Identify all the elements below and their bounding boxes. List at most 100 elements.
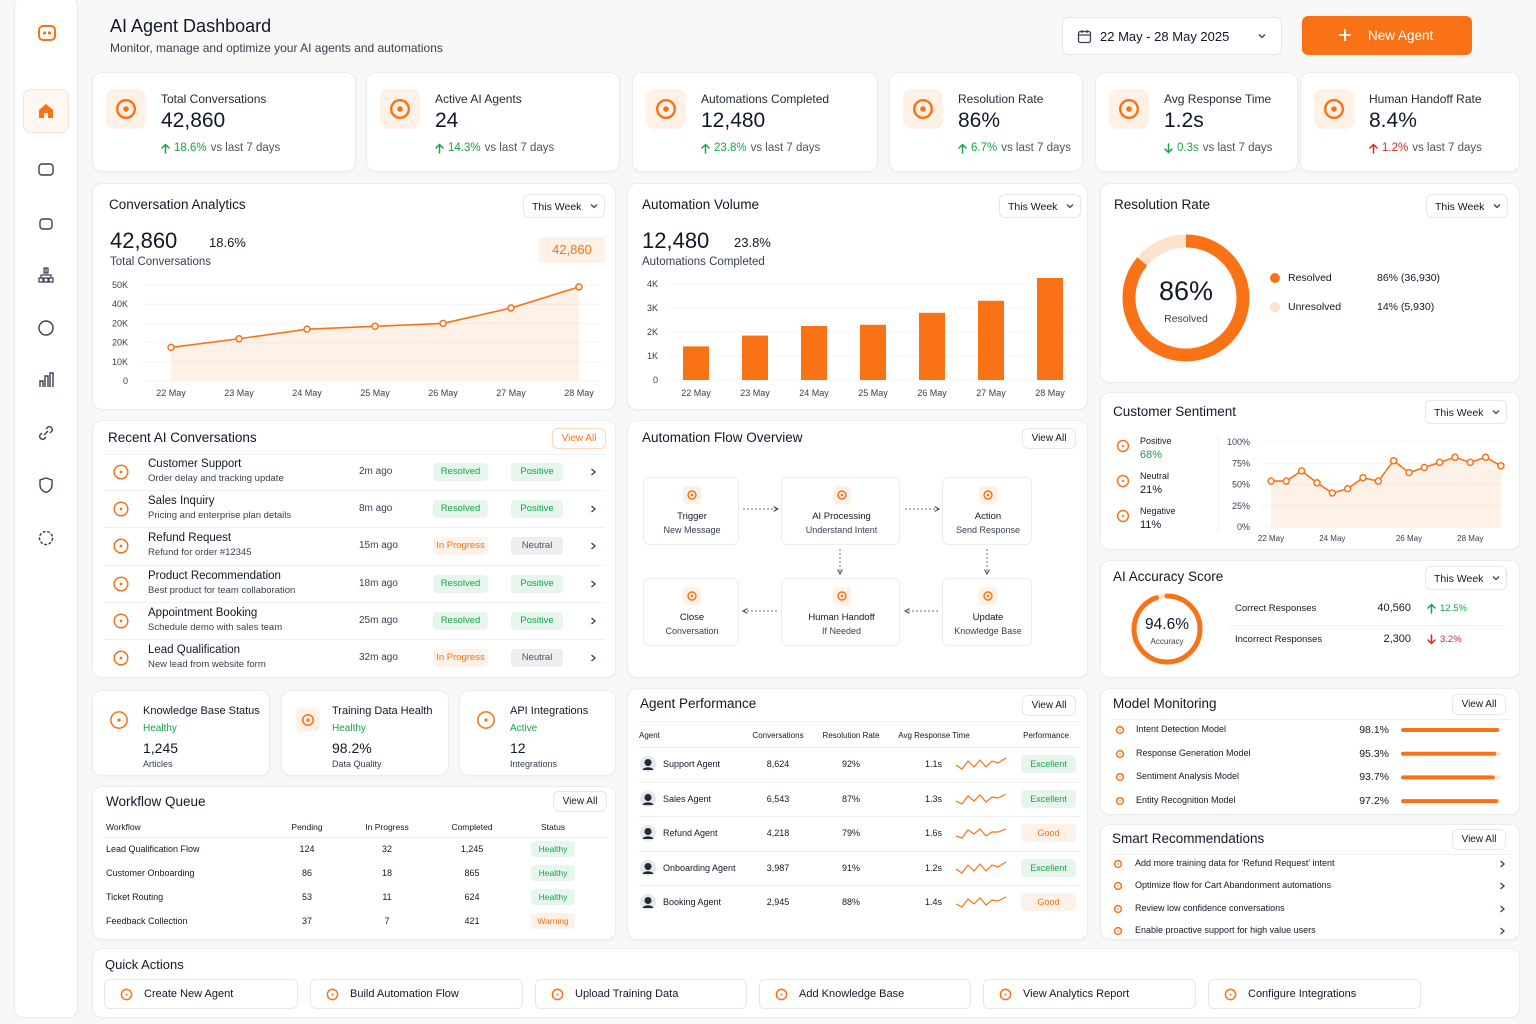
icon-glyph <box>1113 882 1123 891</box>
icon <box>1116 439 1130 453</box>
sparkline <box>955 896 1007 908</box>
table-cell: Refund Agent <box>663 828 718 838</box>
period-dropdown[interactable]: This Week <box>1425 566 1507 590</box>
point <box>575 283 583 291</box>
point <box>439 319 447 328</box>
bar <box>801 326 827 380</box>
quick-action-button[interactable]: Upload Training Data <box>535 979 747 1009</box>
nav-item[interactable] <box>37 424 55 442</box>
change-row: 12.5% <box>1427 603 1467 614</box>
view-all-button[interactable]: View All <box>553 791 607 812</box>
period-dropdown[interactable]: This Week <box>523 194 605 218</box>
status-pill: Good <box>1021 824 1076 842</box>
icon-dot <box>663 106 669 112</box>
nav-item[interactable] <box>37 476 55 494</box>
total-value: 42,860 <box>110 228 178 253</box>
separator <box>638 721 1079 722</box>
avatar-head <box>644 793 652 801</box>
x-tick-label: 28 May <box>1457 534 1483 543</box>
icon-glyph <box>1323 98 1345 120</box>
chevron-shape <box>591 505 596 513</box>
change-value: 18.6% <box>174 142 207 154</box>
table-cell: 6,543 <box>766 793 790 804</box>
quick-action-button[interactable]: Build Automation Flow <box>310 979 523 1009</box>
nav-active[interactable] <box>23 89 69 133</box>
point <box>1405 468 1413 477</box>
view-all-button[interactable]: View All <box>1452 829 1506 850</box>
nav-glyph <box>38 320 54 336</box>
quick-action-button[interactable]: View Analytics Report <box>983 979 1196 1009</box>
arrow-shape <box>1427 634 1436 645</box>
new-agent-button[interactable]: New Agent <box>1302 16 1472 55</box>
flow-arrows <box>741 506 990 614</box>
view-all-button[interactable]: View All <box>1022 428 1076 449</box>
icon <box>1314 89 1354 129</box>
view-all-button[interactable]: View All <box>552 428 606 449</box>
sparkline-path <box>955 757 1007 770</box>
change-row: 14.3% vs last 7 days <box>435 142 554 154</box>
point <box>303 325 311 333</box>
icon-dot <box>1229 993 1232 996</box>
icon-glyph <box>775 988 788 1001</box>
nav-item[interactable] <box>37 529 55 547</box>
nav-item[interactable] <box>37 161 55 179</box>
period-dropdown[interactable]: This Week <box>1425 400 1507 424</box>
table-header: Agent <box>639 731 660 740</box>
total-value: 12,480 <box>642 228 710 253</box>
avatar-body <box>642 801 654 805</box>
point <box>1282 477 1291 485</box>
view-all-button[interactable]: View All <box>1452 694 1506 715</box>
quick-action-button[interactable]: Create New Agent <box>104 979 298 1009</box>
nav-item[interactable] <box>37 371 55 389</box>
change-period: vs last 7 days <box>484 142 555 154</box>
change-period: vs last 7 days <box>210 142 281 154</box>
icon-dot <box>119 619 123 623</box>
kpi-card: Automations Completed 12,480 23.8% vs last … <box>632 72 878 172</box>
icon <box>113 501 129 517</box>
progress-fill <box>1401 799 1499 804</box>
table-cell: 92% <box>841 759 861 769</box>
y-tick-label: 3K <box>647 303 658 313</box>
kpi-label: Automations Completed <box>701 92 830 106</box>
gauge-value: 94.6% <box>1145 616 1189 633</box>
legend-label: Resolved <box>1288 272 1332 284</box>
table-cell: Onboarding Agent <box>663 862 736 873</box>
change-value: 6.7% <box>971 142 998 154</box>
nav-item[interactable] <box>37 214 55 232</box>
chevron-shape <box>591 542 596 550</box>
date-range-picker[interactable]: 22 May - 28 May 2025 <box>1062 17 1282 55</box>
table-header: Conversations <box>752 731 804 740</box>
home-shape <box>39 104 53 118</box>
chevron <box>591 617 596 625</box>
change-value: 23.8% <box>714 142 747 154</box>
x-tick-label: 22 May <box>1258 534 1284 543</box>
view-all-button[interactable]: View All <box>1022 695 1076 716</box>
icon-dot <box>1117 907 1119 910</box>
table-cell: 2,945 <box>766 897 790 907</box>
plus-icon <box>1339 29 1351 41</box>
change-value: 0.3s <box>1177 142 1199 154</box>
icon <box>1113 926 1123 936</box>
ai-accuracy-card: AI Accuracy Score This Week 94.6% Accuracy C… <box>1100 560 1520 678</box>
card-title: Smart Recommendations <box>1112 831 1265 846</box>
icon-glyph <box>836 490 847 500</box>
nav-item[interactable] <box>37 319 55 337</box>
period-dropdown[interactable]: This Week <box>999 194 1081 218</box>
table-cell: 37 <box>301 916 313 926</box>
conversation-subtitle: Schedule demo with sales team <box>148 621 283 633</box>
table-cell: 3,987 <box>766 862 790 873</box>
flow-node: Update Knowledge Base <box>942 578 1032 646</box>
progress-fill <box>1401 775 1495 780</box>
y-tick-label: 1K <box>647 351 658 361</box>
nav-item[interactable] <box>37 266 55 284</box>
bar <box>683 346 709 380</box>
chevron <box>1500 927 1505 935</box>
conversation-title: Customer Support <box>148 458 242 470</box>
icon <box>832 587 851 605</box>
quick-action-button[interactable]: Add Knowledge Base <box>759 979 971 1009</box>
table-cell: Booking Agent <box>663 897 722 907</box>
sparkline <box>955 828 1007 839</box>
period-dropdown[interactable]: This Week <box>1426 194 1508 218</box>
quick-action-button[interactable]: Configure Integrations <box>1208 979 1421 1009</box>
kpi-card: Avg Response Time 1.2s 0.3s vs last 7 days <box>1095 72 1298 172</box>
